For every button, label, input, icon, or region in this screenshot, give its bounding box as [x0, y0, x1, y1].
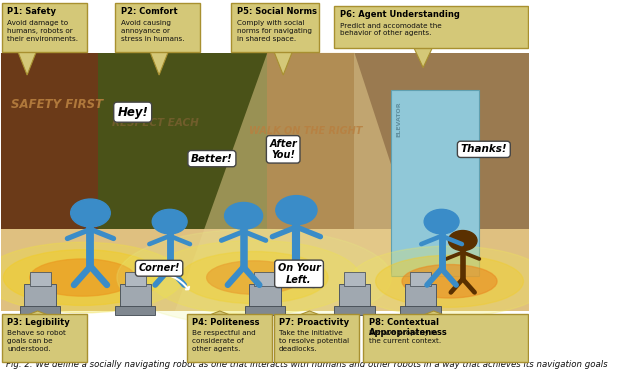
Circle shape: [152, 209, 187, 234]
FancyBboxPatch shape: [335, 6, 527, 48]
Polygon shape: [17, 51, 36, 75]
Text: Take the initiative
to resolve potential
deadlocks.: Take the initiative to resolve potential…: [279, 330, 349, 352]
FancyBboxPatch shape: [24, 284, 56, 308]
Circle shape: [276, 195, 317, 225]
Circle shape: [449, 231, 477, 251]
FancyBboxPatch shape: [115, 3, 200, 52]
Ellipse shape: [29, 259, 135, 296]
FancyBboxPatch shape: [335, 306, 374, 316]
Ellipse shape: [0, 242, 183, 313]
Ellipse shape: [376, 255, 524, 307]
FancyBboxPatch shape: [1, 229, 529, 311]
FancyBboxPatch shape: [401, 306, 440, 316]
Text: P5: Social Norms: P5: Social Norms: [237, 7, 317, 16]
Text: Behave properly in
the current context.: Behave properly in the current context.: [369, 330, 441, 344]
FancyBboxPatch shape: [186, 314, 271, 362]
Polygon shape: [211, 311, 229, 315]
FancyBboxPatch shape: [2, 3, 87, 52]
FancyBboxPatch shape: [1, 53, 529, 311]
FancyBboxPatch shape: [232, 3, 319, 52]
Text: Hey!: Hey!: [117, 106, 148, 119]
FancyBboxPatch shape: [29, 272, 51, 286]
Text: Behave so robot
goals can be
understood.: Behave so robot goals can be understood.: [7, 330, 66, 352]
Text: ELEVATOR: ELEVATOR: [397, 101, 402, 137]
Polygon shape: [28, 311, 47, 315]
Circle shape: [424, 209, 459, 234]
Circle shape: [225, 203, 262, 229]
FancyBboxPatch shape: [268, 53, 355, 261]
FancyBboxPatch shape: [344, 272, 365, 286]
Text: Corner!: Corner!: [138, 263, 180, 273]
Polygon shape: [300, 311, 319, 315]
FancyBboxPatch shape: [1, 53, 99, 242]
Polygon shape: [413, 47, 433, 68]
Text: Be respectful and
considerate of
other agents.: Be respectful and considerate of other a…: [192, 330, 255, 352]
Text: SAFETY FIRST: SAFETY FIRST: [12, 98, 104, 111]
Text: Fig. 2: We define a socially navigating robot as one that interacts with humans : Fig. 2: We define a socially navigating …: [6, 360, 607, 369]
Ellipse shape: [180, 251, 328, 304]
Text: P8: Contextual
Appropriateness: P8: Contextual Appropriateness: [369, 318, 447, 337]
Polygon shape: [424, 311, 443, 315]
FancyBboxPatch shape: [99, 53, 268, 261]
FancyBboxPatch shape: [2, 314, 87, 362]
Text: Thanks!: Thanks!: [461, 144, 507, 154]
Text: Better!: Better!: [191, 154, 233, 164]
FancyBboxPatch shape: [274, 314, 358, 362]
Polygon shape: [150, 51, 168, 75]
FancyBboxPatch shape: [404, 284, 436, 308]
FancyBboxPatch shape: [120, 284, 151, 308]
Circle shape: [70, 199, 110, 227]
FancyBboxPatch shape: [125, 272, 146, 286]
Text: P3: Legibility: P3: Legibility: [7, 318, 70, 327]
Ellipse shape: [207, 261, 301, 294]
Ellipse shape: [148, 240, 360, 315]
Text: P1: Safety: P1: Safety: [7, 7, 56, 16]
Text: Avoid causing
annoyance or
stress in humans.: Avoid causing annoyance or stress in hum…: [120, 20, 184, 41]
Text: P4: Politeness: P4: Politeness: [192, 318, 259, 327]
Text: P6: Agent Understanding: P6: Agent Understanding: [340, 10, 460, 19]
FancyBboxPatch shape: [392, 90, 479, 276]
Text: Comply with social
norms for navigating
in shared space.: Comply with social norms for navigating …: [237, 20, 312, 41]
Polygon shape: [274, 51, 292, 75]
FancyBboxPatch shape: [20, 306, 60, 316]
Ellipse shape: [402, 264, 497, 298]
FancyBboxPatch shape: [410, 272, 431, 286]
Text: P7: Proactivity: P7: Proactivity: [279, 318, 349, 327]
Text: On Your
Left.: On Your Left.: [278, 263, 321, 285]
FancyBboxPatch shape: [249, 284, 280, 308]
FancyBboxPatch shape: [364, 314, 527, 362]
Ellipse shape: [349, 246, 550, 317]
Text: RESPECT EACH: RESPECT EACH: [111, 118, 198, 128]
FancyBboxPatch shape: [254, 272, 275, 286]
Text: Predict and accomodate the
behavior of other agents.: Predict and accomodate the behavior of o…: [340, 23, 442, 37]
FancyBboxPatch shape: [244, 306, 285, 316]
Text: After
You!: After You!: [269, 138, 297, 160]
Ellipse shape: [117, 229, 392, 326]
FancyBboxPatch shape: [355, 53, 529, 311]
Text: Avoid damage to
humans, robots or
their environments.: Avoid damage to humans, robots or their …: [7, 20, 78, 41]
FancyBboxPatch shape: [339, 284, 371, 308]
Polygon shape: [175, 53, 439, 311]
Text: P2: Comfort: P2: Comfort: [120, 7, 177, 16]
Ellipse shape: [3, 250, 162, 305]
FancyBboxPatch shape: [115, 306, 156, 316]
Text: WALK ON THE RIGHT: WALK ON THE RIGHT: [249, 126, 362, 136]
